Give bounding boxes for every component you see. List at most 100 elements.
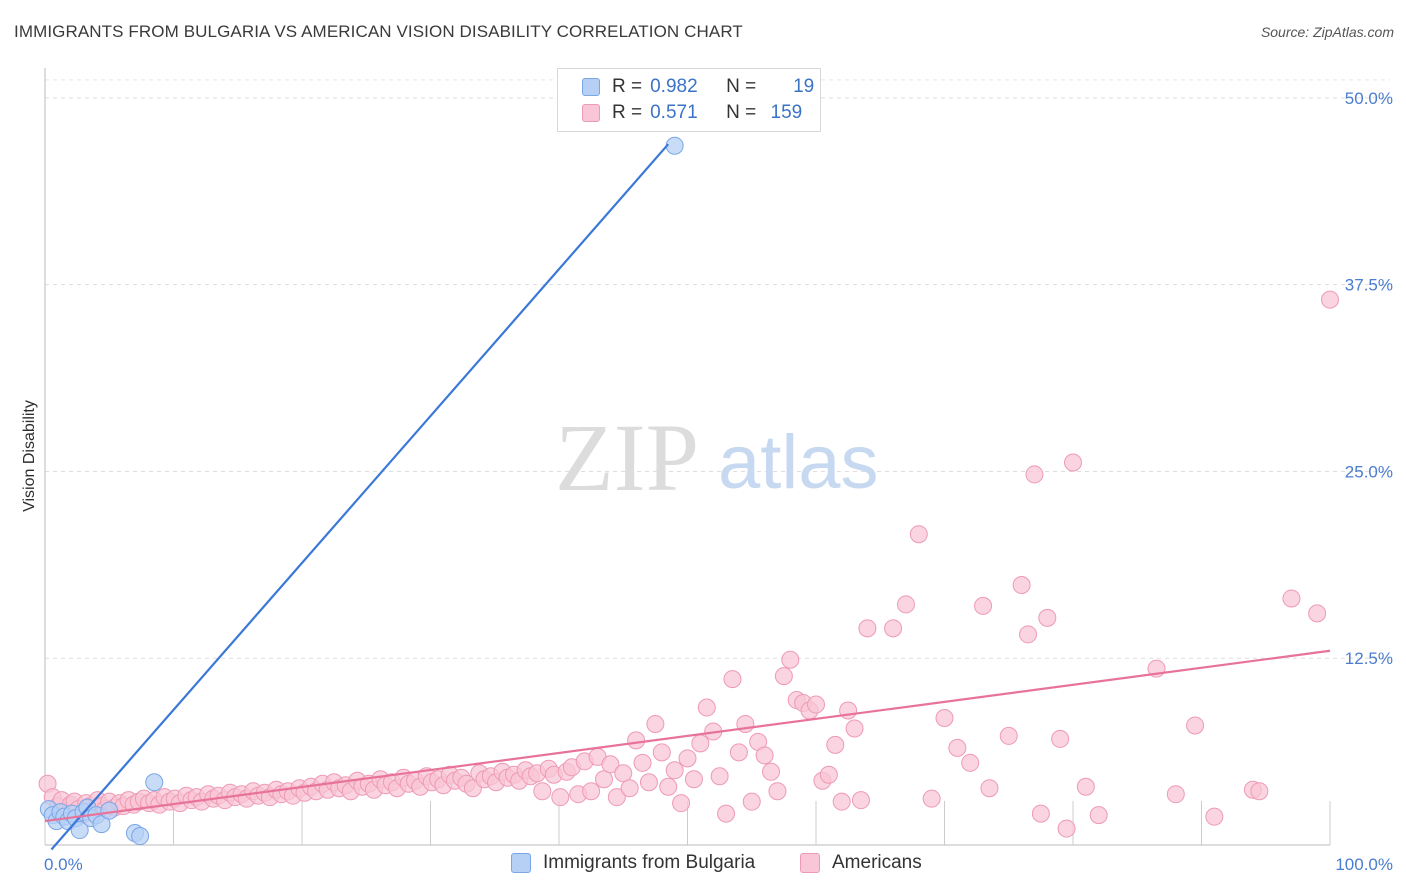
legend-n-value: 159 bbox=[770, 102, 803, 123]
data-point bbox=[781, 650, 800, 669]
series-label-americans: Americans bbox=[832, 852, 922, 873]
data-point bbox=[684, 770, 703, 789]
data-point bbox=[961, 753, 980, 772]
legend-n-label: N = bbox=[726, 76, 757, 97]
data-point bbox=[594, 770, 613, 789]
data-point bbox=[999, 726, 1018, 745]
data-point bbox=[533, 782, 552, 801]
trendline bbox=[44, 649, 1331, 823]
data-point bbox=[762, 762, 781, 781]
data-point bbox=[145, 773, 164, 792]
data-point bbox=[717, 804, 736, 823]
data-point bbox=[742, 792, 761, 811]
series-legend-bulgaria: Immigrants from Bulgaria bbox=[511, 852, 755, 874]
data-point bbox=[1076, 777, 1095, 796]
data-point bbox=[633, 753, 652, 772]
data-point bbox=[672, 794, 691, 813]
data-point bbox=[980, 779, 999, 798]
data-point bbox=[1250, 782, 1269, 801]
data-point bbox=[1308, 604, 1327, 623]
data-point bbox=[601, 755, 620, 774]
legend-r-value: 0.571 bbox=[650, 102, 698, 123]
source-credit: Source: ZipAtlas.com bbox=[1260, 24, 1394, 40]
data-point bbox=[909, 525, 928, 544]
y-tick-label: 25.0% bbox=[1345, 462, 1393, 481]
data-point bbox=[582, 782, 601, 801]
series-legend: Immigrants from Bulgaria Americans bbox=[0, 852, 1406, 878]
data-point bbox=[1051, 729, 1070, 748]
data-point bbox=[1089, 806, 1108, 825]
chart-title: IMMIGRANTS FROM BULGARIA VS AMERICAN VIS… bbox=[14, 22, 743, 41]
legend-row-bulgaria: R = 0.982 N = 19 bbox=[582, 75, 814, 99]
data-point bbox=[1031, 804, 1050, 823]
y-tick-label: 12.5% bbox=[1345, 649, 1393, 668]
trendline bbox=[50, 143, 670, 851]
data-point bbox=[697, 698, 716, 717]
data-point bbox=[1012, 576, 1031, 595]
series-swatch-americans bbox=[800, 853, 820, 873]
data-point bbox=[551, 788, 570, 807]
legend-r-value: 0.982 bbox=[650, 76, 698, 97]
tick-labels: 12.5% 25.0% 37.5% 50.0% 0.0% 100.0% bbox=[44, 89, 1393, 874]
data-point bbox=[807, 695, 825, 714]
data-point bbox=[896, 595, 915, 614]
data-point bbox=[1282, 589, 1301, 608]
axes bbox=[44, 68, 1331, 846]
series-label-bulgaria: Immigrants from Bulgaria bbox=[543, 852, 756, 873]
data-point bbox=[665, 136, 684, 155]
data-point bbox=[1186, 716, 1205, 735]
data-point bbox=[1321, 290, 1339, 309]
legend-r-label: R = bbox=[612, 102, 643, 123]
data-point bbox=[832, 792, 851, 811]
data-point bbox=[826, 735, 845, 754]
data-point bbox=[1064, 453, 1082, 472]
data-point bbox=[1166, 785, 1185, 804]
watermark-atlas: atlas bbox=[718, 420, 879, 505]
data-point bbox=[774, 667, 793, 686]
legend-swatch-americans bbox=[582, 104, 600, 122]
data-point bbox=[851, 791, 870, 810]
data-point bbox=[678, 749, 697, 768]
data-point bbox=[131, 827, 150, 846]
y-axis-label: Vision Disability bbox=[21, 400, 38, 512]
y-tick-label: 37.5% bbox=[1345, 276, 1393, 295]
data-point bbox=[922, 789, 941, 808]
data-point bbox=[974, 596, 993, 615]
data-point bbox=[729, 743, 748, 762]
series-swatch-bulgaria bbox=[511, 853, 531, 873]
y-tick-label: 50.0% bbox=[1345, 89, 1393, 108]
x-tick-label: 0.0% bbox=[44, 855, 83, 874]
data-point bbox=[627, 731, 646, 750]
legend-n-value: 19 bbox=[793, 76, 815, 97]
data-point bbox=[614, 764, 633, 783]
x-tick-label: 100.0% bbox=[1335, 855, 1393, 874]
data-point bbox=[845, 719, 864, 738]
data-point bbox=[1019, 625, 1038, 644]
data-point bbox=[884, 619, 903, 638]
data-point bbox=[607, 788, 626, 807]
correlation-legend: R = 0.982 N = 19 R = 0.571 N = 159 bbox=[557, 68, 821, 132]
data-point bbox=[1205, 807, 1224, 826]
data-point bbox=[710, 767, 729, 786]
grid-lines bbox=[45, 79, 1390, 659]
data-point bbox=[1038, 608, 1057, 627]
data-point bbox=[659, 777, 678, 796]
data-point bbox=[768, 782, 787, 801]
legend-r-label: R = bbox=[612, 76, 643, 97]
data-point bbox=[620, 779, 639, 798]
watermark: ZIP atlas bbox=[555, 404, 879, 511]
data-point bbox=[948, 738, 967, 757]
data-point bbox=[691, 734, 710, 753]
legend-row-americans: R = 0.571 N = 159 bbox=[582, 101, 802, 125]
data-point bbox=[1025, 465, 1044, 484]
data-point bbox=[858, 619, 877, 638]
data-point bbox=[755, 746, 774, 765]
legend-n-label: N = bbox=[726, 102, 757, 123]
data-point bbox=[935, 708, 954, 727]
data-point bbox=[819, 765, 838, 784]
series-legend-americans: Americans bbox=[800, 852, 922, 874]
data-point bbox=[92, 815, 111, 834]
trendlines bbox=[44, 143, 1331, 851]
watermark-zip: ZIP bbox=[555, 404, 699, 511]
